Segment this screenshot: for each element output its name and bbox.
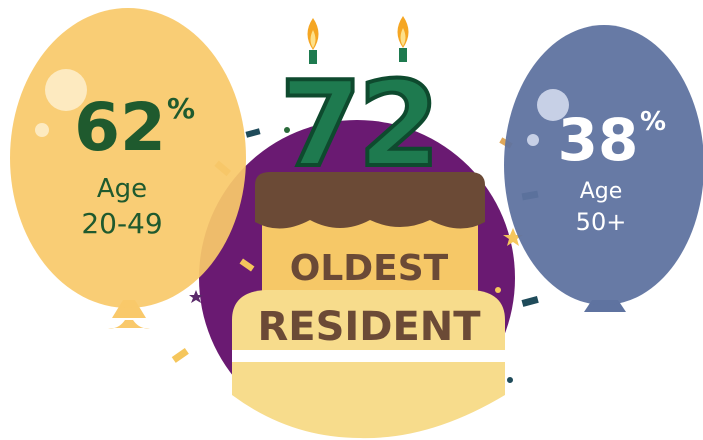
infographic: 62 % Age 20-49 38 % Age 50+ OLDEST RESID… [0, 0, 703, 440]
cake-line1: OLDEST [290, 248, 449, 289]
right-percent: 38 [558, 106, 639, 174]
cake-number: 72 [280, 55, 436, 193]
left-label: Age [97, 174, 147, 204]
right-range: 50+ [576, 208, 627, 236]
left-range: 20-49 [81, 207, 162, 240]
right-label: Age [580, 179, 623, 204]
left-percent: 62 [74, 89, 166, 166]
right-percent-sign: % [640, 107, 666, 137]
right-balloon: 38 % Age 50+ [504, 25, 703, 312]
cake-line2: RESIDENT [257, 304, 481, 350]
cake: OLDEST RESIDENT [232, 172, 505, 438]
left-percent-sign: % [167, 92, 195, 125]
page: {"left_balloon": {"value": "62", "unit":… [0, 0, 703, 440]
candles: 72 [280, 16, 436, 193]
